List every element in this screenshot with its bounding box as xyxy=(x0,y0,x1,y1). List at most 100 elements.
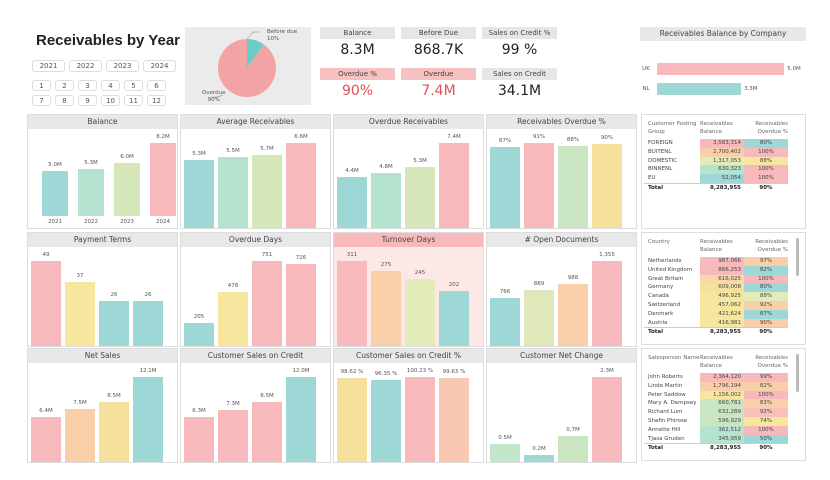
table-row[interactable]: Canada 496,925 88% xyxy=(644,292,788,301)
bar-2022[interactable] xyxy=(78,168,104,216)
bar-2022[interactable] xyxy=(218,291,248,346)
month-slicer-10[interactable]: 10 xyxy=(101,95,120,106)
bar-2023[interactable] xyxy=(252,261,282,346)
bar-2023[interactable] xyxy=(405,377,435,462)
table-row[interactable]: EU 52,054 100% xyxy=(644,174,788,183)
table-row[interactable]: Richard Lum 632,289 92% xyxy=(644,408,788,417)
bar-2022[interactable] xyxy=(65,281,95,346)
bar-2021[interactable] xyxy=(184,417,214,462)
column-header[interactable]: Receivables Balance xyxy=(700,121,733,135)
bar-2022[interactable] xyxy=(218,157,248,228)
table-row[interactable]: Peter Saddow 1,156,002 100% xyxy=(644,390,788,400)
bar-2024[interactable] xyxy=(439,377,469,462)
pie-slice-before-due[interactable] xyxy=(247,39,265,68)
column-header[interactable]: Receivables Balance xyxy=(700,355,733,369)
month-slicer-5[interactable]: 5 xyxy=(124,80,143,91)
company-bar[interactable] xyxy=(657,63,784,75)
table-row[interactable]: United Kingdom 866,253 82% xyxy=(644,265,788,275)
month-slicer-9[interactable]: 9 xyxy=(78,95,97,106)
bar-2021[interactable] xyxy=(490,443,520,462)
month-slicer-1[interactable]: 1 xyxy=(32,80,51,91)
year-slicer-2023[interactable]: 2023 xyxy=(106,60,139,72)
bar-2022[interactable] xyxy=(524,290,554,346)
table-row[interactable]: Germany 609,008 80% xyxy=(644,283,788,293)
bar-2023[interactable] xyxy=(252,401,282,462)
month-slicer-3[interactable]: 3 xyxy=(78,80,97,91)
bar-2021[interactable] xyxy=(184,159,214,228)
month-slicer-11[interactable]: 11 xyxy=(124,95,143,106)
bar-2024[interactable] xyxy=(439,290,469,346)
column-header[interactable]: Receivables Balance xyxy=(700,239,733,253)
bar-2024[interactable] xyxy=(592,261,622,346)
bar-2021[interactable] xyxy=(184,322,214,346)
bar-2021[interactable] xyxy=(337,261,367,346)
bar-2024[interactable] xyxy=(286,377,316,462)
bar-2021[interactable] xyxy=(31,417,61,462)
column-header[interactable]: Receivables Overdue % xyxy=(755,355,788,369)
bar-2022[interactable] xyxy=(218,410,248,462)
table-row[interactable]: Mary A. Dempsey 660,781 83% xyxy=(644,399,788,409)
bar-2021[interactable] xyxy=(490,297,520,346)
pie-slice-overdue[interactable] xyxy=(217,39,276,97)
bar-2023[interactable] xyxy=(252,154,282,228)
bar-2022[interactable] xyxy=(524,454,554,462)
month-slicer-6[interactable]: 6 xyxy=(147,80,166,91)
bar-2021[interactable] xyxy=(31,261,61,346)
table-row[interactable]: Shafin Phirose 596,929 74% xyxy=(644,416,788,426)
month-slicer-2[interactable]: 2 xyxy=(55,80,74,91)
table-row[interactable]: Austria 416,981 90% xyxy=(644,318,788,328)
table-row[interactable]: BINNENL 630,323 100% xyxy=(644,165,788,175)
column-header[interactable]: Salesperson Name xyxy=(648,355,700,361)
bar-2022[interactable] xyxy=(371,270,401,346)
bar-2023[interactable] xyxy=(405,279,435,346)
month-slicer-8[interactable]: 8 xyxy=(55,95,74,106)
table-row[interactable]: John Roberts 2,364,120 99% xyxy=(644,373,788,382)
table-row[interactable]: Tjasa Gruden 345,959 50% xyxy=(644,434,788,444)
table-row[interactable]: DOMESTIC 1,317,053 88% xyxy=(644,156,788,166)
scrollbar[interactable] xyxy=(796,354,799,392)
table-row[interactable]: Linde Martin 1,796,194 82% xyxy=(644,381,788,391)
bar-2023[interactable] xyxy=(558,436,588,462)
bar-2024[interactable] xyxy=(439,143,469,228)
bar-2022[interactable] xyxy=(524,143,554,228)
bar-2024[interactable] xyxy=(592,143,622,228)
bar-2023[interactable] xyxy=(405,167,435,228)
table-row[interactable]: Denmark 421,624 87% xyxy=(644,309,788,319)
bar-2022[interactable] xyxy=(65,409,95,462)
bar-2024[interactable] xyxy=(133,300,163,346)
bar-2023[interactable] xyxy=(558,284,588,346)
year-slicer-2021[interactable]: 2021 xyxy=(32,60,65,72)
bar-2021[interactable] xyxy=(337,378,367,462)
year-slicer-2024[interactable]: 2024 xyxy=(143,60,176,72)
month-slicer-7[interactable]: 7 xyxy=(32,95,51,106)
bar-2023[interactable] xyxy=(99,402,129,462)
table-row[interactable]: Annette Hill 362,512 100% xyxy=(644,425,788,435)
table-row[interactable]: Netherlands 987,066 97% xyxy=(644,257,788,266)
bar-2024[interactable] xyxy=(286,263,316,346)
year-slicer-2022[interactable]: 2022 xyxy=(69,60,102,72)
bar-2024[interactable] xyxy=(133,377,163,462)
month-slicer-4[interactable]: 4 xyxy=(101,80,120,91)
bar-2024[interactable] xyxy=(592,377,622,462)
bar-2022[interactable] xyxy=(371,172,401,228)
bar-2023[interactable] xyxy=(114,162,140,216)
bar-2021[interactable] xyxy=(42,171,68,216)
bar-2021[interactable] xyxy=(337,177,367,228)
table-row[interactable]: FOREIGN 3,583,314 80% xyxy=(644,139,788,148)
column-header[interactable]: Receivables Overdue % xyxy=(755,239,788,253)
bar-2023[interactable] xyxy=(558,145,588,228)
bar-2024[interactable] xyxy=(286,143,316,228)
company-bar[interactable] xyxy=(657,83,741,95)
table-row[interactable]: Great Britain 616,025 100% xyxy=(644,274,788,284)
column-header[interactable]: Receivables Overdue % xyxy=(755,121,788,135)
column-header[interactable]: Country xyxy=(648,239,670,245)
month-slicer-12[interactable]: 12 xyxy=(147,95,166,106)
table-row[interactable]: Switzerland 457,062 92% xyxy=(644,300,788,310)
scrollbar[interactable] xyxy=(796,238,799,276)
bar-2022[interactable] xyxy=(371,380,401,462)
bar-2021[interactable] xyxy=(490,146,520,228)
column-header[interactable]: Customer Posting Group xyxy=(648,121,697,135)
bar-2024[interactable] xyxy=(150,143,176,216)
bar-2023[interactable] xyxy=(99,300,129,346)
table-row[interactable]: BUITENL 2,700,402 100% xyxy=(644,147,788,157)
